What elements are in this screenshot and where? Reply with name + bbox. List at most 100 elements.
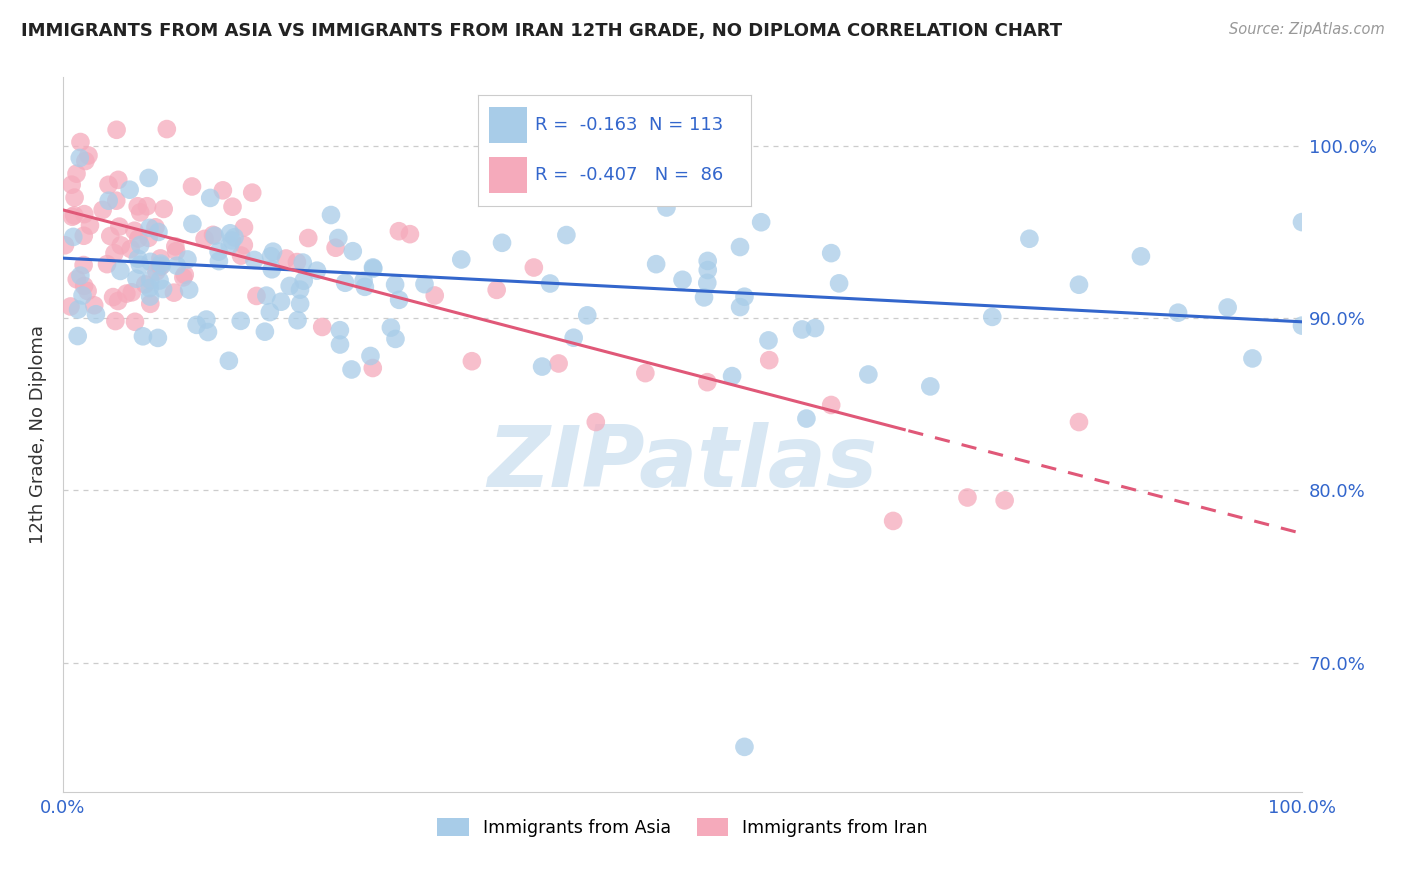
Y-axis label: 12th Grade, No Diploma: 12th Grade, No Diploma [30,325,46,544]
Point [181,179,204,194]
Point [221,200,243,214]
Point [328,231,350,245]
Point [820,246,842,260]
Point [69,135,91,149]
Point [423,288,446,302]
Point [278,279,301,293]
Point [65,167,87,181]
Point [179,283,201,297]
Point [233,220,256,235]
Point [145,220,167,235]
Point [115,286,138,301]
Point [353,274,375,288]
Point [285,255,308,269]
Point [60,210,83,224]
Point [994,493,1017,508]
Point [152,202,174,216]
Point [245,289,267,303]
Point [229,248,252,262]
Point [202,227,225,242]
Point [491,235,513,250]
Point [69,268,91,283]
Point [110,264,132,278]
Point [956,491,979,505]
Point [634,366,657,380]
Point [254,288,277,302]
Point [229,314,252,328]
Point [200,191,222,205]
Point [136,199,159,213]
Point [399,227,422,242]
Point [820,398,842,412]
Point [696,253,718,268]
Point [240,186,263,200]
Point [118,183,141,197]
Point [733,290,755,304]
Point [1291,318,1313,333]
Point [696,263,718,277]
Point [176,252,198,267]
Point [194,232,217,246]
Point [292,274,315,288]
Point [796,411,818,425]
Point [218,238,240,252]
Point [384,277,406,292]
Point [139,289,162,303]
Point [311,320,333,334]
Point [696,375,718,389]
Point [531,359,554,374]
Point [110,238,132,252]
Point [76,284,98,298]
Point [858,368,880,382]
Point [262,244,284,259]
Point [134,277,156,292]
Point [728,300,751,314]
Point [329,337,352,351]
Point [138,220,160,235]
Point [288,283,311,297]
Point [127,252,149,266]
Point [73,207,96,221]
Point [363,261,385,276]
Point [98,229,121,244]
Point [212,183,235,197]
Point [758,334,780,348]
Point [790,322,813,336]
Point [149,260,172,274]
Point [165,239,187,253]
Point [150,259,173,273]
Point [79,219,101,233]
Point [576,309,599,323]
Text: Source: ZipAtlas.com: Source: ZipAtlas.com [1229,22,1385,37]
Point [63,208,86,222]
Point [721,369,744,384]
Point [291,255,314,269]
Point [105,123,128,137]
Point [69,151,91,165]
Point [124,315,146,329]
Point [828,277,851,291]
Point [163,285,186,300]
Point [1067,277,1090,292]
Point [72,258,94,272]
Point [77,148,100,162]
Point [149,273,172,287]
Point [75,154,97,169]
Point [139,297,162,311]
Point [270,294,292,309]
Point [121,285,143,300]
Point [139,273,162,287]
Point [181,217,204,231]
Point [325,241,347,255]
Point [319,208,342,222]
Point [329,323,352,337]
Point [645,257,668,271]
Point [333,276,356,290]
Point [91,202,114,217]
Point [671,273,693,287]
Point [124,224,146,238]
Point [149,257,172,271]
Point [758,353,780,368]
Point [145,265,167,279]
Point [186,318,208,332]
